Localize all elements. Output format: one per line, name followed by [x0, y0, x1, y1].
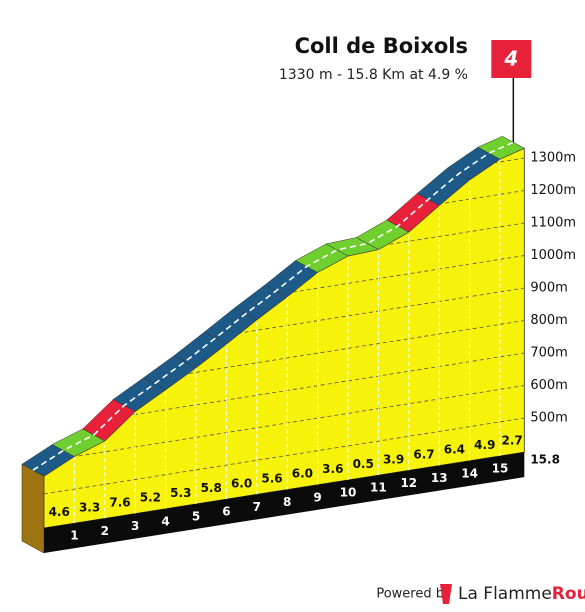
- gradient-label: 4.9: [474, 438, 495, 452]
- chart-title: Coll de Boixols: [295, 34, 468, 58]
- gradient-label: 7.6: [109, 496, 130, 510]
- km-label: 8: [283, 495, 291, 509]
- footer-powered: Powered by: [376, 587, 452, 602]
- gradient-label: 6.0: [231, 476, 252, 490]
- gradient-label: 5.8: [201, 481, 222, 495]
- km-label: 4: [161, 514, 169, 528]
- y-tick-label: 600m: [530, 378, 567, 393]
- base-band: [44, 452, 525, 553]
- chart-subtitle: 1330 m - 15.8 Km at 4.9 %: [279, 67, 468, 83]
- km-label: 1: [70, 529, 78, 543]
- y-tick-label: 1300m: [530, 151, 576, 166]
- km-label: 11: [370, 481, 387, 495]
- gradient-label: 5.2: [140, 491, 161, 505]
- km-label: 7: [253, 500, 261, 514]
- gradient-label: 3.9: [383, 452, 404, 466]
- y-tick-label: 700m: [530, 346, 567, 361]
- y-tick-label: 1000m: [530, 248, 576, 263]
- y-tick-label: 1100m: [530, 216, 576, 231]
- y-tick-label: 500m: [530, 411, 567, 426]
- distance-label: 15.8: [530, 453, 560, 467]
- gradient-label: 0.5: [353, 457, 374, 471]
- footer-brand: La FlammeRouge: [458, 584, 585, 604]
- km-label: 14: [461, 466, 478, 480]
- km-label: 5: [192, 510, 200, 524]
- y-tick-label: 900m: [530, 281, 567, 296]
- gradient-label: 5.6: [261, 472, 282, 486]
- gradient-label: 2.7: [502, 434, 523, 448]
- gradient-label: 3.6: [322, 462, 343, 476]
- flag: [491, 40, 532, 78]
- km-label: 2: [101, 524, 109, 538]
- side-face: [21, 463, 45, 554]
- gradient-label: 5.3: [170, 486, 191, 500]
- brand-accent: Rouge: [552, 584, 585, 604]
- climb-category: 4: [503, 47, 518, 71]
- gradient-label: 6.7: [413, 448, 434, 462]
- gradient-label: 6.0: [292, 467, 313, 481]
- km-label: 12: [400, 476, 417, 490]
- gradient-label: 6.4: [444, 443, 465, 457]
- profile: 500m 600m 700m 800m 900m 1000m 1100m 1200m 1300m…: [21, 40, 576, 554]
- km-label: 10: [340, 486, 357, 500]
- km-label: 13: [431, 471, 448, 485]
- km-label: 9: [313, 490, 321, 504]
- brand-name: La Flamme: [458, 584, 552, 604]
- km-label: 3: [131, 519, 139, 533]
- gradient-label: 3.3: [79, 500, 100, 514]
- km-label: 15: [492, 462, 509, 476]
- km-label: 6: [222, 505, 230, 519]
- y-tick-label: 800m: [530, 313, 567, 328]
- road-centerline: [32, 141, 514, 471]
- gradient-label: 4.6: [49, 505, 70, 519]
- brand-logo: [440, 584, 452, 604]
- y-tick-label: 1200m: [530, 183, 576, 198]
